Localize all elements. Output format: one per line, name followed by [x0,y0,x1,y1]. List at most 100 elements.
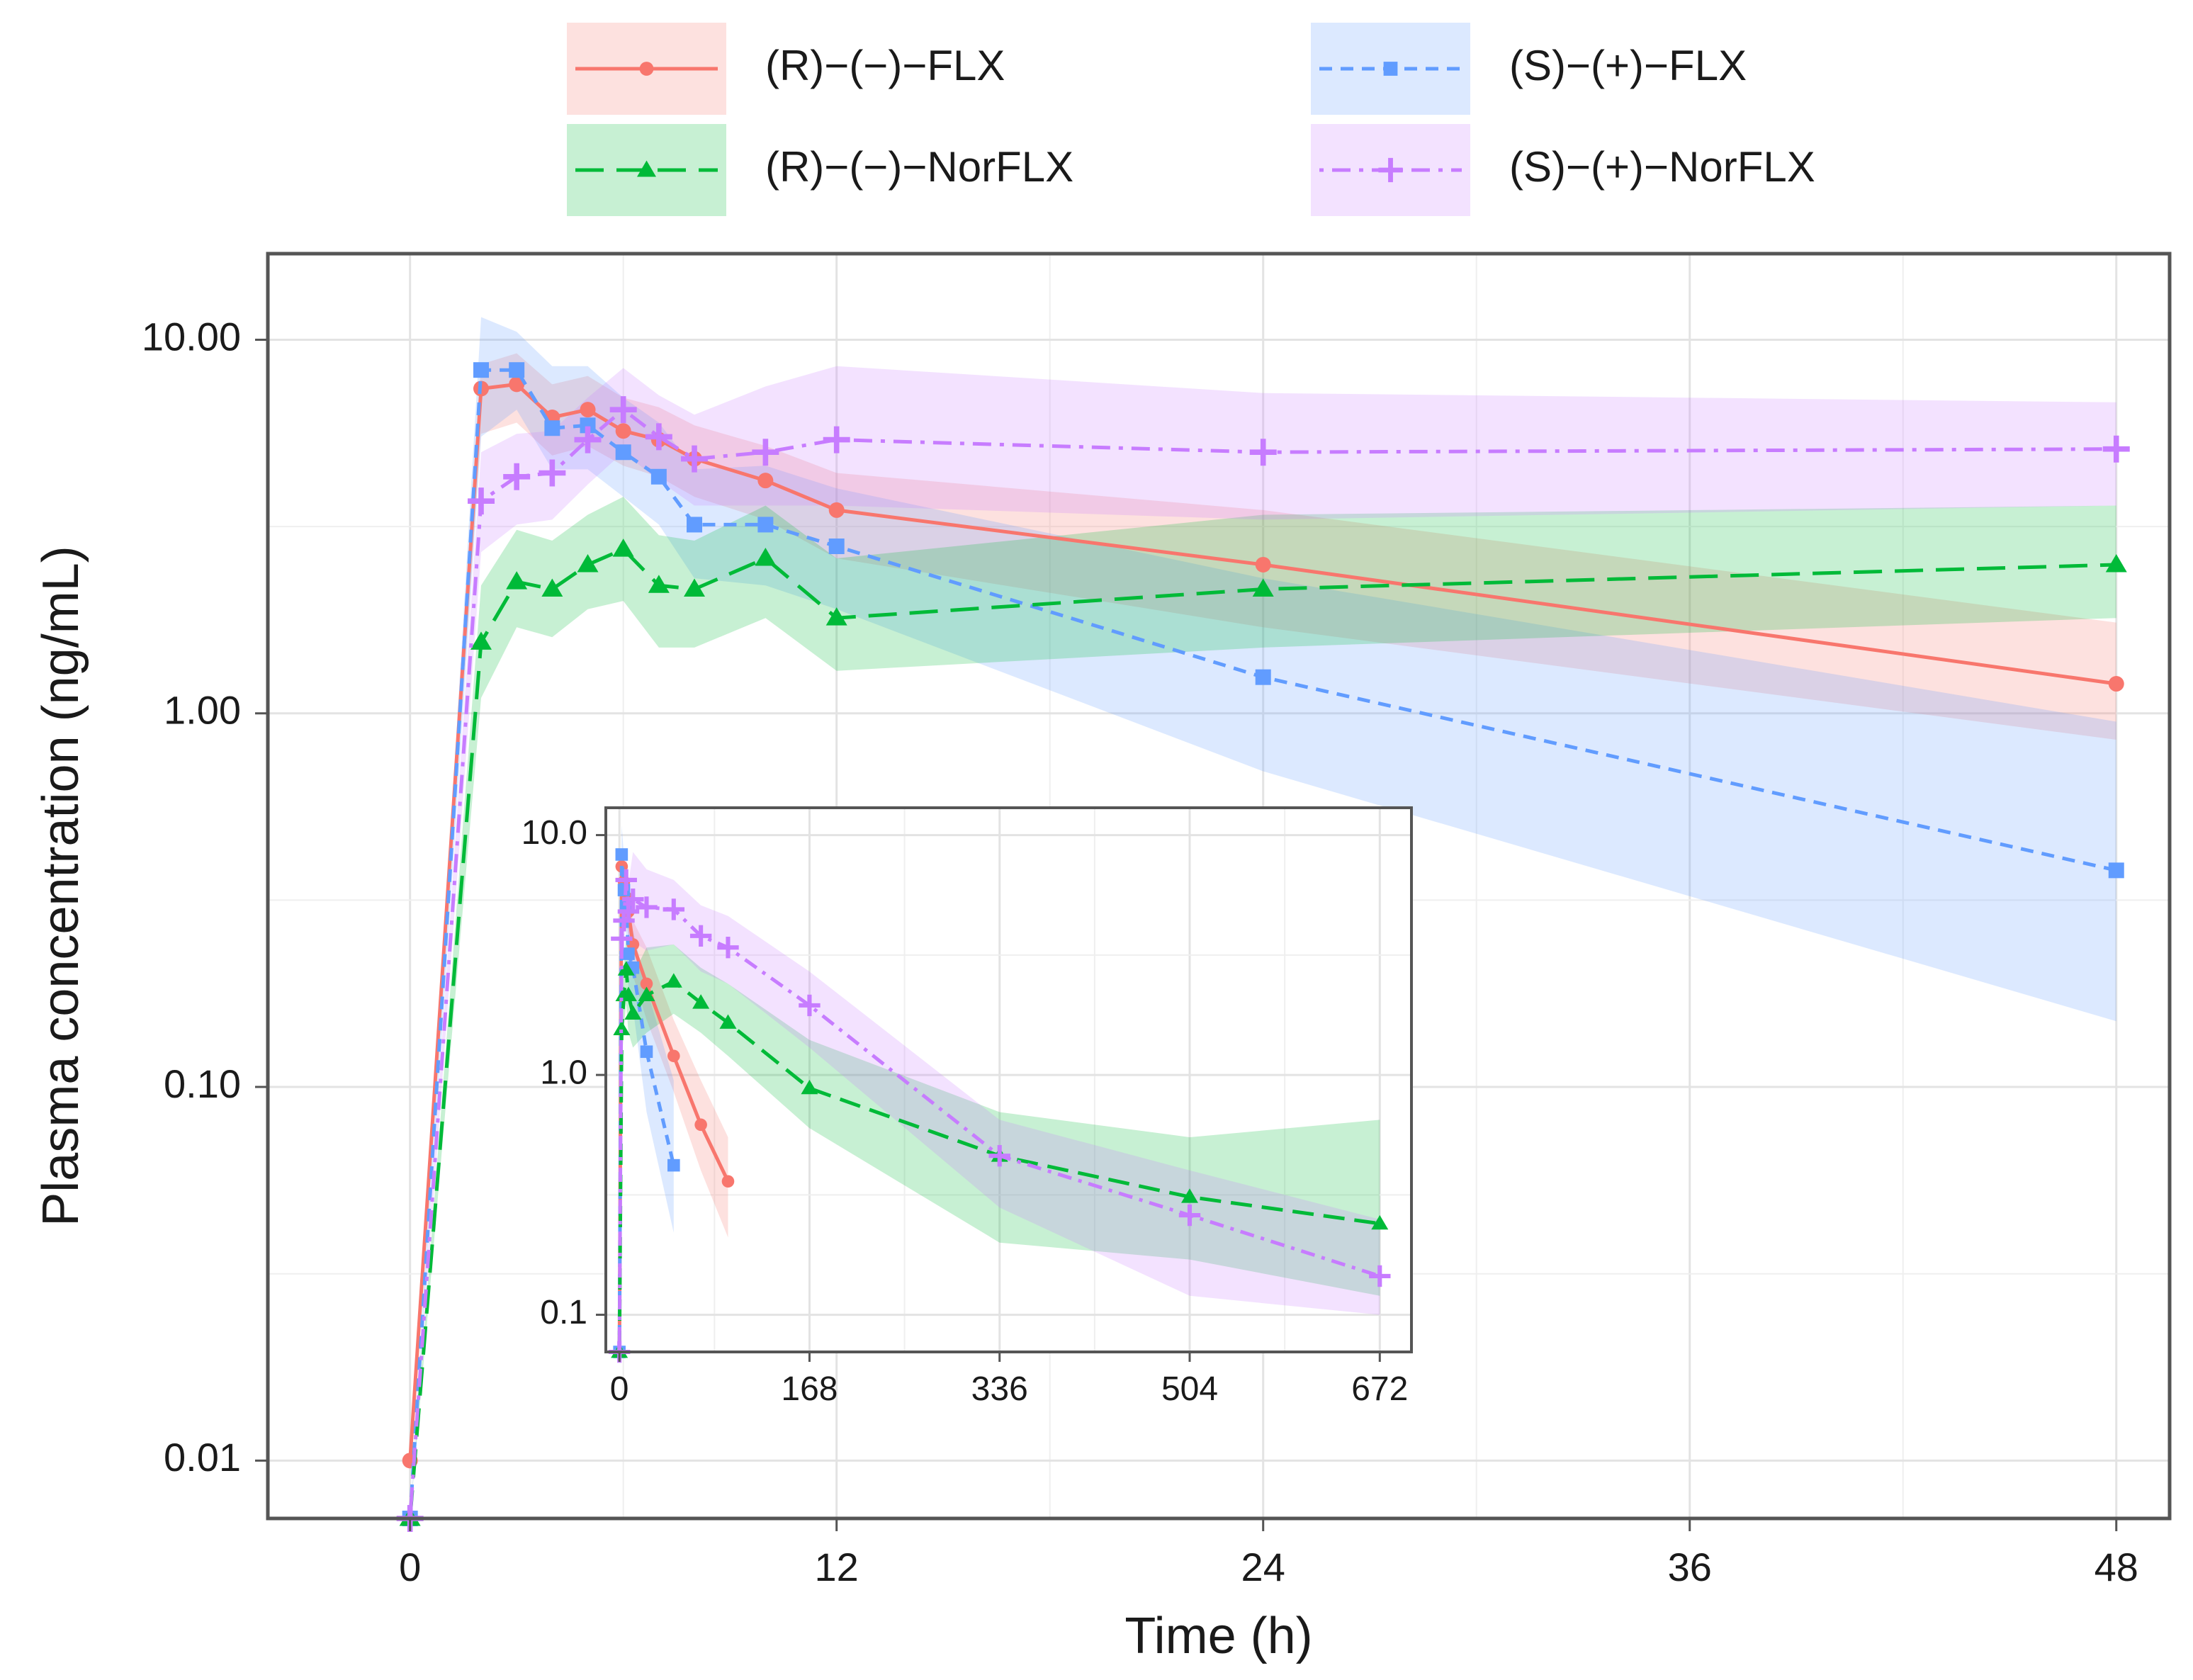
main-point-r-flx [615,423,631,439]
main-point-s-flx [828,539,845,555]
inset-panel: 0 168 336 504 672 0.1 1.0 10.0 [522,806,1413,1408]
inset-point-r-flx [721,1175,735,1188]
inset-point-r-norflx [638,986,655,1001]
inset-point-s-norflx [1369,1265,1391,1287]
main-ribbon-r-flx [410,353,2116,1461]
inset-point-s-flx [667,1158,680,1172]
main-point-r-norflx [470,631,492,650]
inset-ribbon-r-norflx [619,935,1380,1352]
inset-point-s-norflx [689,925,712,947]
legend-item-r-norflx: (R)−(−)−NorFLX [567,124,1073,216]
inset-y-tick-label: 0.1 [540,1294,587,1331]
main-point-r-norflx [684,578,706,597]
legend-item-r-flx: (R)−(−)−FLX [567,23,1005,115]
legend-key-marker [1383,62,1398,76]
main-point-s-flx [580,417,596,434]
inset-y-tick-label: 1.0 [540,1054,587,1092]
inset-point-s-norflx [636,896,658,918]
main-y-tick-label: 10.00 [142,314,241,359]
legend-label: (R)−(−)−NorFLX [765,143,1073,191]
inset-series-s-norflx [608,869,1391,1363]
inset-point-s-flx [640,1045,653,1059]
main-point-r-norflx [825,607,847,626]
main-point-r-norflx [1252,578,1274,597]
main-point-s-norflx [609,396,637,424]
legend-item-s-norflx: (S)−(+)−NorFLX [1311,124,1815,216]
main-point-s-norflx [645,423,672,451]
inset-point-s-flx [615,848,628,861]
main-series-r-norflx [399,539,2127,1526]
inset-point-s-norflx [799,994,821,1017]
inset-plot-background [606,808,1411,1352]
main-y-axis-title: Plasma concentration (ng/mL) [33,546,89,1226]
main-point-s-norflx [574,426,602,453]
inset-point-r-norflx [692,994,710,1009]
main-point-s-flx [2108,862,2124,879]
main-point-s-norflx [681,445,709,473]
inset-point-r-norflx [617,961,635,976]
main-line-s-norflx [408,407,2116,1519]
main-point-s-flx [473,362,490,378]
main-point-s-norflx [752,439,779,466]
main-point-r-flx [509,376,525,393]
main-point-s-flx [650,468,667,485]
inset-ribbon-r-flx [619,850,728,1352]
inset-point-r-norflx [624,1005,642,1020]
inset-point-r-norflx [613,1020,631,1036]
inset-point-r-flx [667,1049,680,1063]
inset-point-r-norflx [719,1014,737,1029]
inset-x-tick-label: 336 [971,1370,1028,1408]
inset-point-s-norflx [622,888,644,911]
main-x-tick-label: 12 [815,1545,859,1589]
main-y-tick-label: 1.00 [164,688,241,733]
main-point-r-flx [828,502,845,518]
inset-point-r-norflx [1181,1188,1199,1203]
legend-label: (R)−(−)−FLX [765,42,1005,89]
main-y-tick-label: 0.01 [164,1435,241,1479]
main-x-axis-title: Time (h) [1124,1608,1312,1664]
inset-point-s-norflx [663,898,685,920]
inset-y-tick-label: 10.0 [522,814,587,852]
inset-point-r-norflx [619,986,637,1001]
inset-point-s-norflx [611,928,633,949]
inset-series-r-norflx [611,961,1389,1358]
main-y-tick-label: 0.10 [164,1061,241,1106]
main-point-s-norflx [468,487,495,515]
inset-point-s-norflx [717,936,739,959]
main-point-r-norflx [577,553,599,573]
legend-key-marker [639,62,654,76]
legend-label: (S)−(+)−NorFLX [1509,143,1815,191]
legend-item-s-flx: (S)−(+)−FLX [1311,23,1747,115]
main-ribbon-r-norflx [410,497,2116,1518]
main-x-tick-label: 48 [2095,1545,2138,1589]
main-point-s-flx [615,444,631,461]
inset-point-s-norflx [615,869,637,891]
main-line-r-norflx [408,547,2116,1519]
main-point-s-flx [544,420,560,436]
main-point-s-flx [757,517,774,533]
main-ribbon-s-norflx [410,366,2116,1519]
main-x-tick-label: 24 [1241,1545,1285,1589]
main-point-s-norflx [1249,439,1277,466]
inset-point-r-norflx [1371,1214,1389,1230]
inset-point-r-flx [694,1118,707,1132]
inset-point-r-flx [640,977,653,991]
legend-label: (S)−(+)−FLX [1509,42,1747,89]
main-point-r-norflx [2105,553,2127,573]
main-x-tick-label: 0 [399,1545,421,1589]
main-point-s-norflx [503,463,531,490]
inset-x-tick-label: 504 [1161,1370,1218,1408]
main-point-r-norflx [506,571,528,590]
legend: (R)−(−)−FLX (S)−(+)−FLX (R)−(−)−NorFLX (S)−… [567,23,1815,216]
inset-point-r-norflx [801,1079,818,1095]
main-point-r-norflx [648,575,670,593]
main-point-s-norflx [2102,435,2130,463]
main-point-s-flx [509,362,525,378]
inset-point-s-flx [622,947,635,960]
main-point-r-flx [2108,676,2124,692]
inset-point-s-norflx [617,901,640,923]
main-point-s-flx [1255,669,1271,685]
